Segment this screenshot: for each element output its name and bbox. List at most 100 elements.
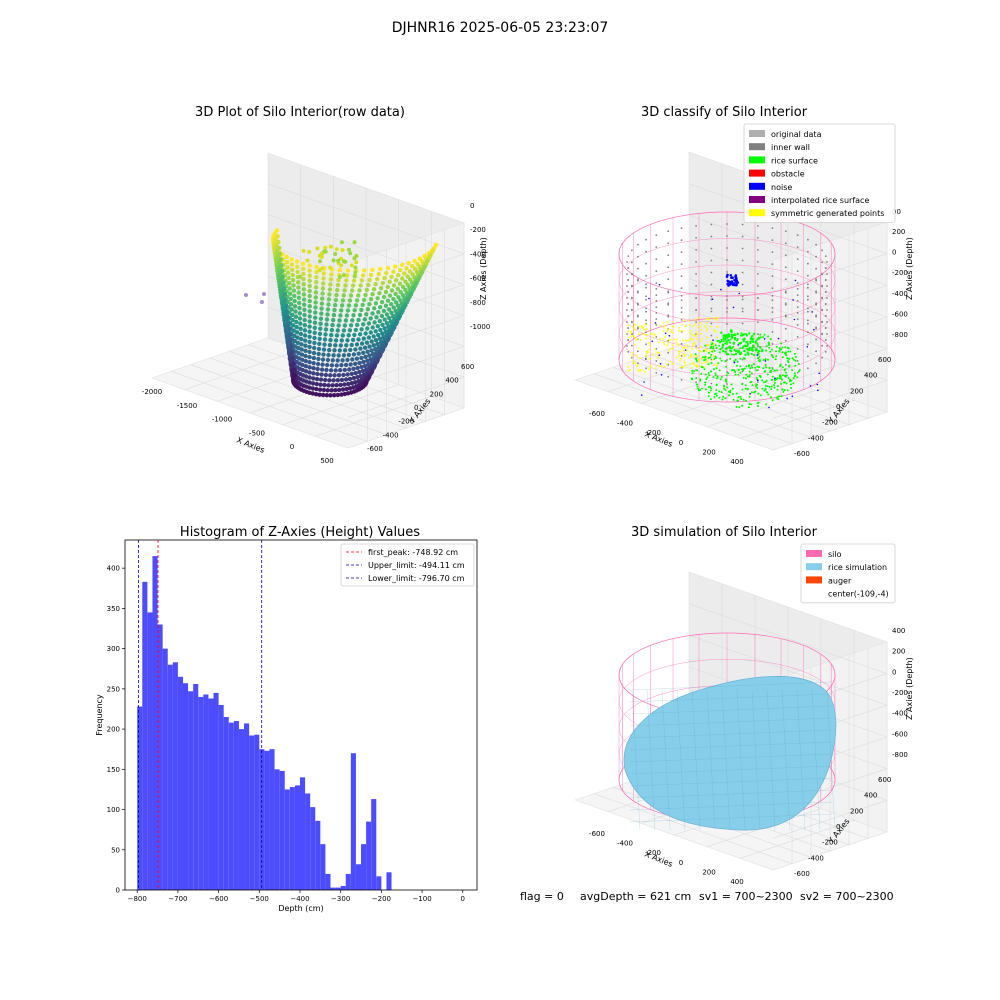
data-point (355, 375, 360, 380)
symmetric-point (694, 323, 697, 326)
symmetric-point (682, 366, 685, 369)
data-point (360, 273, 366, 278)
p2-legend-swatch (749, 130, 765, 137)
p4-legend-swatch (806, 550, 822, 557)
rice-surface-point (788, 364, 791, 367)
rice-surface-point (696, 369, 699, 372)
data-point (294, 324, 299, 330)
inner-wall-point (796, 234, 799, 237)
p4-x-tick-label: -400 (617, 840, 633, 848)
symmetric-point (688, 329, 691, 332)
inner-wall-point (821, 356, 823, 359)
histogram-bar (228, 722, 234, 890)
data-point (346, 333, 351, 338)
rice-surface-point (719, 378, 722, 381)
data-point (307, 349, 312, 355)
p1-z-tick-label: 0 (470, 202, 474, 210)
inner-wall-point (807, 298, 809, 301)
symmetric-point (658, 338, 661, 340)
data-point (353, 347, 358, 352)
inner-wall-point (815, 315, 817, 318)
inner-wall-point (807, 307, 809, 310)
data-point (357, 312, 363, 318)
data-point (351, 278, 357, 283)
inner-wall-point (667, 278, 670, 281)
rice-surface-point (736, 399, 739, 402)
symmetric-point (645, 352, 648, 355)
inner-wall-point (695, 225, 697, 227)
rice-surface-point (787, 357, 790, 360)
data-point (301, 282, 306, 287)
data-point (336, 353, 341, 358)
histogram-bar (376, 876, 382, 890)
inner-wall-point (807, 286, 809, 289)
rice-surface-point (762, 367, 765, 370)
data-point (302, 317, 307, 323)
data-point (307, 334, 312, 339)
symmetric-point (635, 354, 638, 357)
inner-wall-point (824, 327, 827, 329)
data-point (402, 271, 407, 276)
inner-wall-point (695, 309, 697, 311)
rice-surface-point (722, 349, 725, 353)
panel2-z-top-partial: 00 (892, 208, 901, 216)
symmetric-point (662, 321, 665, 324)
p2-legend-swatch (749, 156, 765, 164)
rice-surface-point (770, 385, 773, 388)
rice-surface-point (731, 336, 734, 339)
symmetric-point (691, 347, 693, 350)
inner-wall-point (667, 254, 670, 257)
rice-surface-point (752, 353, 755, 356)
data-point (334, 363, 339, 368)
rice-surface-point (775, 378, 778, 381)
histogram-bar (188, 691, 194, 890)
symmetric-point (670, 329, 673, 331)
data-point (333, 388, 338, 393)
rice-surface-point (735, 392, 738, 395)
data-point (301, 297, 307, 302)
data-point (324, 367, 329, 373)
rice-surface-point (748, 402, 751, 405)
rice-surface-point (764, 381, 767, 383)
symmetric-point (644, 329, 647, 331)
rice-surface-point (789, 383, 792, 386)
inner-wall-point (771, 287, 774, 289)
rice-surface-point (732, 393, 734, 395)
inner-wall-point (784, 314, 787, 317)
data-point (384, 270, 389, 276)
p2-y-tick-label: 600 (878, 356, 891, 364)
rice-surface-point (769, 396, 772, 399)
data-point (321, 392, 326, 398)
p4-x-tick-label: -200 (645, 849, 661, 857)
data-point (407, 269, 413, 274)
rice-surface-point (736, 360, 739, 363)
rice-surface-point (748, 374, 751, 377)
symmetric-point (651, 336, 654, 339)
rice-surface-point (780, 377, 783, 379)
rice-surface-point (765, 345, 768, 348)
data-point (373, 282, 378, 287)
rice-surface-point (759, 376, 762, 379)
data-point (284, 303, 289, 308)
inner-wall-point (680, 355, 683, 357)
noise-point (643, 381, 645, 383)
symmetric-point (699, 325, 702, 328)
data-point (375, 276, 380, 282)
rice-surface-point (740, 332, 743, 335)
symmetric-point (632, 335, 635, 337)
rice-surface-point (771, 399, 774, 402)
symmetric-point (645, 355, 648, 358)
noise-point (793, 318, 796, 321)
symmetric-point (666, 330, 669, 332)
data-point (345, 391, 351, 396)
data-point (297, 311, 302, 316)
data-point (277, 251, 283, 256)
rice-surface-point (752, 332, 756, 336)
data-point (307, 268, 312, 273)
data-point (383, 329, 389, 335)
inner-wall-point (655, 312, 658, 314)
mesh-line (629, 693, 833, 703)
inner-wall-point (757, 369, 759, 371)
data-point (325, 362, 330, 368)
data-point (370, 352, 376, 357)
